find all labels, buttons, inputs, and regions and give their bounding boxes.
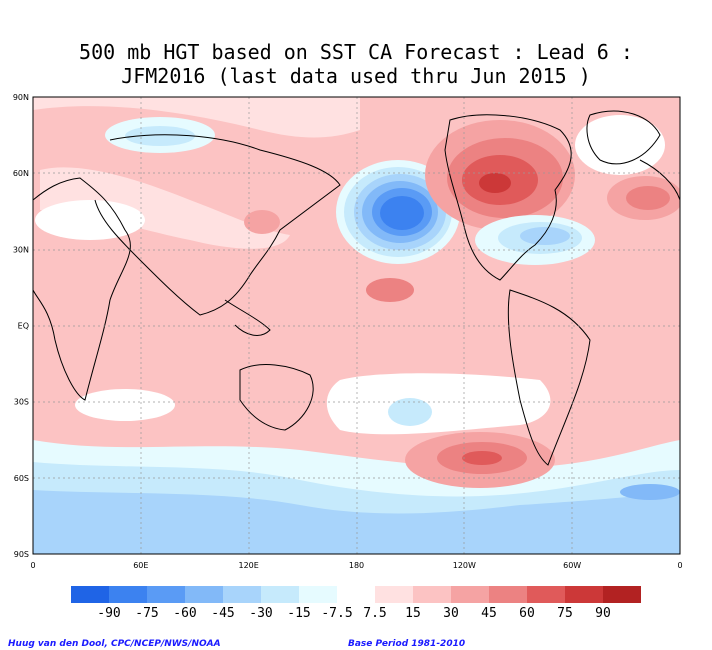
legend-label: -60 [173,606,196,621]
legend-swatch [185,586,223,603]
legend-label: -7.5 [321,606,352,621]
lat-label: 60S [14,474,29,483]
base-period-text: Base Period 1981-2010 [348,639,465,649]
lat-label: 60N [13,169,29,178]
legend-label: -90 [97,606,120,621]
north-pacific-low-6 [380,196,424,230]
lon-label: 120E [239,561,259,570]
legend-label: 15 [405,606,421,621]
legend-label: 75 [557,606,573,621]
legend-swatch [109,586,147,603]
legend-swatch [527,586,565,603]
south-pacific-high-core [462,451,502,465]
lon-label: 180 [349,561,364,570]
lat-label: 90N [13,93,29,102]
southeast-us-low-3 [520,227,570,245]
legend-label: -75 [135,606,158,621]
lon-label: 120W [453,561,476,570]
legend-label: 60 [519,606,535,621]
south-indian-neutral [75,389,175,421]
legend-label: 7.5 [363,606,386,621]
lon-label: 60W [563,561,581,570]
legend-swatch [337,586,375,603]
legend-label: 90 [595,606,611,621]
lon-label: 60E [133,561,148,570]
europe-neutral [35,200,145,240]
legend-label: 30 [443,606,459,621]
legend-swatch [261,586,299,603]
tropical-pacific-high [366,278,414,302]
atlantic-high-2 [626,186,670,210]
lon-label: 0 [30,561,35,570]
legend-swatch [147,586,185,603]
legend-swatch [71,586,109,603]
legend-label: -15 [287,606,310,621]
legend-swatch [489,586,527,603]
legend-swatch [223,586,261,603]
southern-pocket [620,484,680,500]
legend-swatch [451,586,489,603]
north-america-high-core [479,173,511,193]
lat-label: 30N [13,245,29,254]
legend-swatch [603,586,641,603]
credit-text: Huug van den Dool, CPC/NCEP/NWS/NOAA [8,639,221,649]
color-legend: -90 -75 -60 -45 -30 -15 -7.5 7.5 15 30 45 60 75 90 [71,586,641,621]
lat-label: EQ [18,322,29,331]
legend-swatch [565,586,603,603]
lat-label: 90S [14,550,29,559]
legend-swatch [299,586,337,603]
anomaly-map: 90N60N30NEQ30S60S90S0 60E 120E 180 120W 60W 0 … [0,0,712,650]
legend-label: -30 [249,606,272,621]
map-fields [33,97,683,554]
legend-label: 45 [481,606,497,621]
legend-swatch [375,586,413,603]
legend-label: -45 [211,606,234,621]
legend-swatch [413,586,451,603]
lon-label: 0 [677,561,682,570]
japan-high [244,210,280,234]
lat-label: 30S [14,398,29,407]
